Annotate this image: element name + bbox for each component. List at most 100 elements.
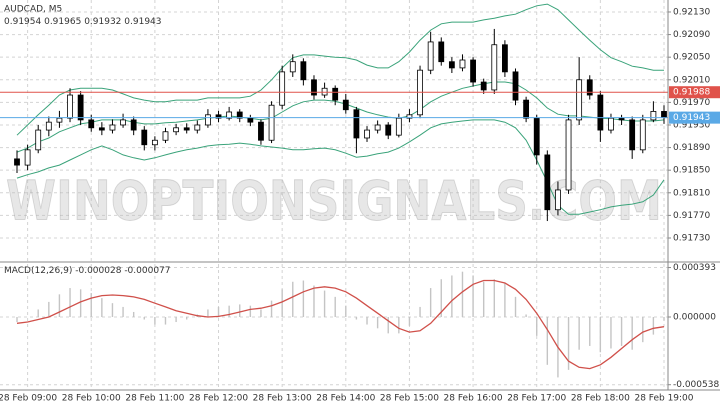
macd-bar	[122, 306, 124, 318]
candle-body	[650, 111, 657, 121]
candle-body	[289, 61, 296, 73]
candle-body	[205, 114, 211, 126]
candle-body	[586, 79, 593, 96]
candle-body	[512, 71, 519, 101]
macd-bar	[440, 279, 442, 318]
y-tick-label: 0.92010	[673, 75, 710, 85]
candle-body	[258, 121, 264, 141]
candle-body	[618, 117, 625, 121]
macd-bar	[493, 279, 495, 318]
macd-bar	[652, 317, 655, 335]
x-tick-label: 28 Feb 18:00	[571, 394, 630, 404]
candle-body	[448, 61, 455, 69]
macd-bar	[663, 317, 665, 321]
candle-body	[173, 127, 179, 133]
candle-body	[353, 109, 360, 139]
plot-layer	[0, 3, 671, 386]
macd-bar	[334, 296, 336, 318]
macd-bar	[58, 294, 61, 318]
y-tick-label: 0.91930	[673, 120, 710, 130]
macd-bar	[472, 275, 474, 318]
macd-bar	[154, 317, 156, 325]
y-tick-label: 0.000393	[673, 263, 716, 273]
grid-layer	[0, 0, 668, 390]
candle-body	[470, 59, 476, 83]
candle-body	[576, 79, 583, 121]
macd-bar	[514, 296, 517, 318]
ohlc-readout: 0.91954 0.91965 0.91932 0.91943	[4, 17, 162, 27]
macd-bar	[599, 317, 602, 353]
watermark: WINOPTIONSIGNALS.COM	[6, 170, 662, 233]
candle-body	[14, 158, 20, 166]
y-tick-label: 0.91810	[673, 188, 710, 198]
macd-bar	[16, 317, 18, 323]
macd-bar	[366, 317, 368, 325]
macd-bar	[482, 281, 485, 318]
candle-body	[544, 154, 551, 211]
close: 0.91943	[124, 17, 161, 27]
macd-bar	[69, 288, 71, 318]
candle-body	[385, 124, 392, 136]
candle-body	[321, 87, 328, 96]
macd-bar	[323, 290, 326, 318]
candle-body	[555, 189, 561, 211]
macd-bar	[111, 303, 114, 318]
candle-body	[141, 129, 148, 146]
macd-bar	[217, 306, 220, 318]
macd-bar	[398, 317, 400, 334]
candle-body	[342, 99, 349, 111]
y-tick-label: 0.000000	[673, 313, 716, 323]
macd-bar	[270, 300, 273, 318]
macd-bar	[461, 271, 464, 318]
macd-bar	[504, 283, 506, 318]
candle-body	[565, 119, 572, 191]
candle-body	[88, 119, 95, 129]
y-tick-label: 0.91730	[673, 233, 710, 243]
x-tick-label: 28 Feb 13:00	[253, 394, 312, 404]
candle-body	[120, 119, 126, 126]
y-tick-label: 0.92090	[673, 30, 710, 40]
macd-bar	[79, 289, 82, 318]
macd-bar	[610, 317, 612, 349]
x-tick-label: 28 Feb 17:00	[507, 394, 566, 404]
candle-body	[236, 111, 243, 119]
x-tick-label: 28 Feb 09:00	[0, 394, 57, 404]
candle-body	[332, 87, 339, 101]
macd-bar	[355, 317, 358, 320]
candle-body	[608, 117, 614, 131]
high: 0.91965	[44, 17, 81, 27]
macd-bar	[207, 309, 209, 318]
macd-bar	[186, 317, 188, 320]
price-label: 0.91988	[673, 88, 710, 98]
candle-body	[24, 149, 31, 166]
macd-bar	[631, 317, 633, 350]
macd-bar	[164, 317, 167, 325]
price-label-box	[669, 111, 720, 124]
low: 0.91932	[84, 17, 121, 27]
chart-title: AUDCAD, M5	[4, 5, 62, 15]
macd-bar	[408, 317, 411, 326]
x-tick-label: 28 Feb 11:00	[125, 394, 184, 404]
macd-bar	[642, 317, 644, 343]
price-label-box	[669, 86, 720, 99]
macd-bar	[281, 289, 283, 318]
candle-body	[374, 124, 381, 131]
bollinger-upper	[16, 3, 664, 136]
candle-body	[194, 124, 201, 131]
candle-body	[35, 129, 42, 151]
macd-bar	[239, 304, 241, 318]
candle-body	[109, 124, 116, 131]
y-tick-label: 0.91850	[673, 166, 710, 176]
y-tick-label: 0.92050	[673, 53, 710, 63]
candle-body	[459, 59, 466, 69]
macd-main: -0.000028	[75, 266, 121, 276]
macd-bar	[451, 275, 453, 318]
candle-body	[67, 94, 73, 119]
y-tick-label: 0.91970	[673, 98, 710, 108]
candle-body	[491, 44, 498, 91]
macd-bar	[260, 309, 262, 318]
candle-body	[438, 41, 445, 63]
candle-body	[406, 114, 413, 119]
candle-body	[502, 44, 508, 73]
x-tick-label: 28 Feb 12:00	[189, 394, 248, 404]
